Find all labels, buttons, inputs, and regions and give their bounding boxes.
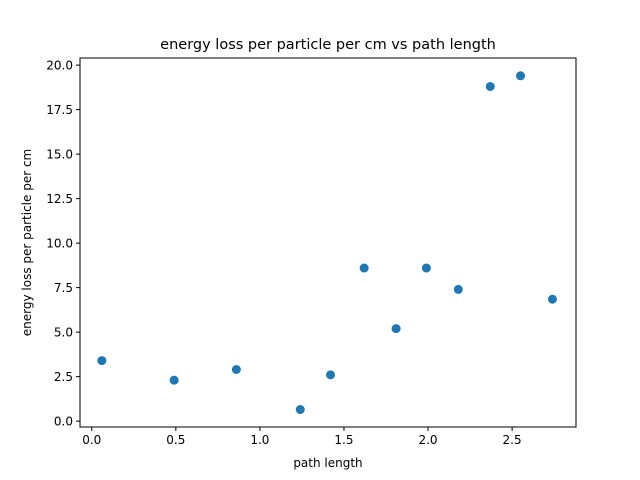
data-point [391,324,401,334]
y-tick-label: 12.5 [46,192,73,206]
x-tick-label: 1.5 [334,433,353,447]
x-tick-label: 2.0 [418,433,437,447]
data-point [547,294,557,304]
data-point [421,263,431,273]
data-point [169,375,179,385]
data-point [97,356,107,366]
x-tick-label: 2.5 [503,433,522,447]
y-tick-label: 17.5 [46,103,73,117]
y-tick-label: 7.5 [54,281,73,295]
y-tick-label: 10.0 [46,237,73,251]
data-point [485,81,495,91]
x-tick-label: 1.0 [250,433,269,447]
x-axis-label: path length [293,456,362,470]
x-tick-label: 0.0 [82,433,101,447]
x-axis-ticks: 0.0 0.5 1.0 1.5 2.0 2.5 [82,427,522,447]
data-point [231,365,241,375]
y-tick-label: 5.0 [54,326,73,340]
y-tick-label: 0.0 [54,415,73,429]
data-point [516,71,526,81]
y-tick-label: 15.0 [46,148,73,162]
data-point [359,263,369,273]
data-points [97,71,557,415]
data-point [453,284,463,294]
y-tick-label: 2.5 [54,370,73,384]
y-axis-label: energy loss per particle per cm [20,149,34,336]
data-point [295,405,305,415]
y-axis-ticks: 0.0 2.5 5.0 7.5 10.0 12.5 15.0 17.5 20.0 [46,59,80,429]
data-point [326,370,336,380]
chart-title: energy loss per particle per cm vs path … [160,37,496,53]
plot-frame [79,57,577,428]
y-tick-label: 20.0 [46,59,73,73]
x-tick-label: 0.5 [166,433,185,447]
